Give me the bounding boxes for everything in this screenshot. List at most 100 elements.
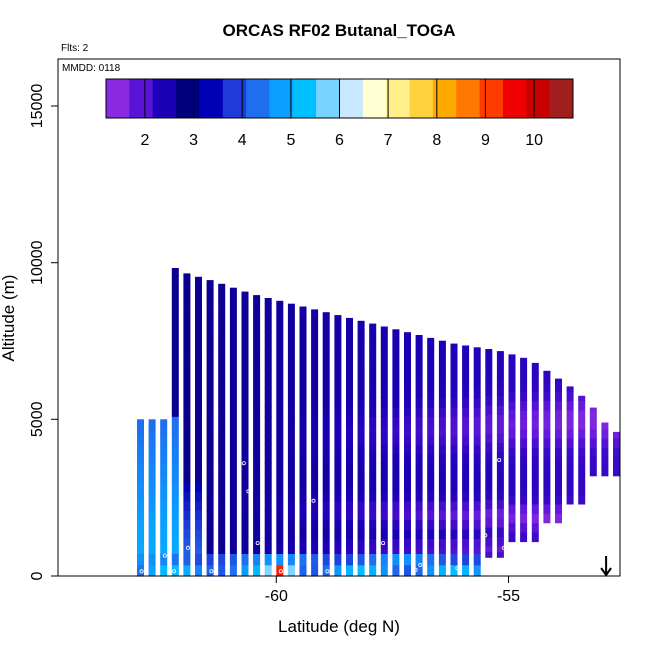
heatmap-cell bbox=[415, 388, 423, 398]
heatmap-cell bbox=[438, 340, 446, 342]
sample-point bbox=[237, 567, 242, 572]
heatmap-cell bbox=[462, 519, 470, 530]
heatmap-cell bbox=[450, 397, 458, 408]
heatmap-cell bbox=[543, 503, 551, 514]
heatmap-cell bbox=[206, 388, 214, 398]
heatmap-cell bbox=[427, 463, 435, 474]
heatmap-cell bbox=[415, 359, 423, 370]
heatmap-cell bbox=[369, 369, 377, 380]
colorbar-swatch bbox=[339, 79, 364, 118]
heatmap-cell bbox=[264, 453, 272, 464]
heatmap-cell bbox=[253, 553, 261, 560]
heatmap-cell bbox=[206, 564, 214, 571]
heatmap-cell bbox=[195, 284, 202, 295]
heatmap-cell bbox=[160, 519, 168, 530]
heatmap-cell bbox=[357, 350, 365, 361]
heatmap-cell bbox=[264, 570, 272, 577]
x-axis: -60 -55 bbox=[265, 576, 520, 605]
heatmap-cell bbox=[520, 372, 528, 383]
heatmap-cell bbox=[520, 381, 528, 392]
heatmap-cell bbox=[218, 444, 226, 455]
heatmap-cell bbox=[415, 553, 423, 560]
heatmap-cell bbox=[531, 372, 539, 383]
heatmap-cell bbox=[148, 564, 156, 571]
heatmap-cell bbox=[241, 482, 249, 492]
heatmap-cell bbox=[229, 425, 237, 436]
heatmap-cell bbox=[508, 532, 516, 543]
heatmap-cell bbox=[264, 529, 272, 539]
heatmap-cell bbox=[322, 359, 330, 370]
heatmap-cell bbox=[183, 564, 191, 571]
heatmap-cell bbox=[334, 519, 342, 530]
heatmap-cell bbox=[206, 559, 214, 566]
heatmap-cell bbox=[578, 485, 586, 496]
heatmap-cell bbox=[450, 529, 458, 539]
heatmap-cell bbox=[357, 500, 365, 511]
heatmap-cell bbox=[450, 453, 458, 464]
heatmap-cell bbox=[601, 456, 609, 467]
heatmap-cell bbox=[334, 463, 342, 474]
heatmap-cell bbox=[473, 547, 481, 554]
heatmap-cell bbox=[171, 416, 179, 427]
heatmap-cell bbox=[450, 553, 458, 560]
heatmap-cell bbox=[206, 570, 214, 577]
heatmap-cell bbox=[415, 538, 423, 549]
heatmap-cell bbox=[566, 494, 574, 505]
heatmap-cell bbox=[589, 407, 597, 411]
heatmap-cell bbox=[380, 559, 388, 566]
heatmap-cell bbox=[369, 519, 377, 530]
heatmap-cell bbox=[346, 322, 353, 333]
heatmap-cell bbox=[427, 350, 435, 361]
sample-point bbox=[492, 570, 497, 575]
y-axis-label: Altitude (m) bbox=[0, 275, 18, 362]
x-tick-label: -60 bbox=[265, 588, 288, 605]
heatmap-cell bbox=[253, 482, 261, 492]
heatmap-cell bbox=[206, 482, 214, 492]
heatmap-cell bbox=[415, 406, 423, 417]
heatmap-cell bbox=[311, 529, 319, 539]
heatmap-cell bbox=[543, 409, 551, 420]
heatmap-cell bbox=[137, 472, 144, 483]
heatmap-cell bbox=[392, 416, 400, 427]
heatmap-cell bbox=[473, 425, 481, 436]
heatmap-cell bbox=[380, 553, 388, 560]
heatmap-cell bbox=[438, 416, 446, 427]
heatmap-cell bbox=[392, 519, 400, 530]
heatmap-cell bbox=[183, 547, 191, 554]
heatmap-cell bbox=[427, 416, 435, 427]
heatmap-cell bbox=[229, 553, 237, 560]
heatmap-cell bbox=[392, 564, 400, 571]
heatmap-cell bbox=[311, 553, 319, 560]
sample-point bbox=[455, 566, 460, 571]
heatmap-cell bbox=[520, 419, 528, 430]
heatmap-cell bbox=[276, 416, 284, 427]
heatmap-cell bbox=[322, 538, 330, 549]
heatmap-cell bbox=[473, 359, 481, 370]
heatmap-cell bbox=[438, 564, 446, 571]
heatmap-cell bbox=[404, 359, 411, 370]
heatmap-cell bbox=[369, 491, 377, 502]
heatmap-cell bbox=[253, 331, 261, 342]
heatmap-cell bbox=[264, 564, 272, 571]
heatmap-cell bbox=[195, 416, 202, 427]
heatmap-cell bbox=[276, 538, 284, 549]
heatmap-cell bbox=[148, 529, 156, 539]
heatmap-cell bbox=[160, 538, 168, 549]
heatmap-cell bbox=[241, 463, 249, 474]
heatmap-cell bbox=[508, 381, 516, 392]
heatmap-cell bbox=[392, 570, 400, 577]
heatmap-cell bbox=[218, 303, 226, 314]
heatmap-cell bbox=[578, 438, 586, 449]
heatmap-cell bbox=[334, 341, 342, 351]
heatmap-cell bbox=[160, 453, 168, 464]
heatmap-cell bbox=[218, 519, 226, 530]
heatmap-cell bbox=[404, 491, 411, 502]
heatmap-cell bbox=[276, 406, 284, 417]
heatmap-cell bbox=[264, 369, 272, 380]
heatmap-cell bbox=[276, 529, 284, 539]
heatmap-cell bbox=[543, 466, 551, 477]
heatmap-cell bbox=[334, 359, 342, 370]
heatmap-cell bbox=[195, 406, 202, 417]
heatmap-cell bbox=[485, 433, 493, 444]
heatmap-cell bbox=[508, 466, 516, 477]
